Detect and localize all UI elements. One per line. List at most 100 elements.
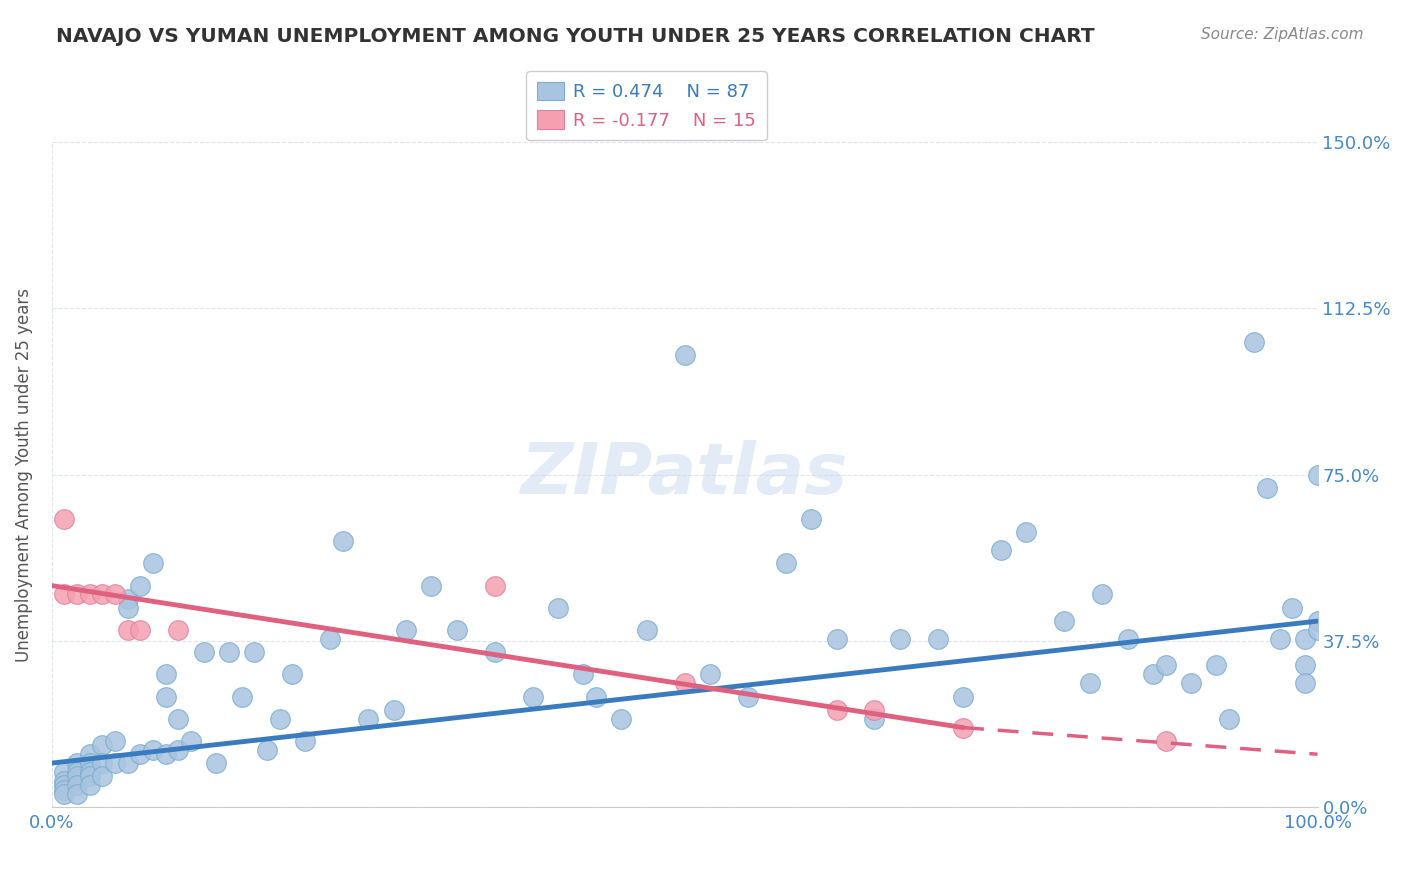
Navajo — [281, 667, 304, 681]
Navajo — [446, 623, 468, 637]
Navajo — [332, 534, 354, 549]
Navajo — [142, 557, 165, 571]
Navajo — [66, 787, 89, 801]
Navajo — [193, 645, 215, 659]
Yuman — [129, 623, 152, 637]
Yuman — [53, 512, 76, 526]
Navajo — [1180, 676, 1202, 690]
Navajo — [1306, 614, 1329, 628]
Navajo — [53, 764, 76, 779]
Navajo — [572, 667, 595, 681]
Navajo — [269, 712, 291, 726]
Navajo — [1256, 481, 1278, 495]
Navajo — [53, 782, 76, 797]
Navajo — [1281, 600, 1303, 615]
Navajo — [79, 769, 101, 783]
Yuman — [117, 623, 139, 637]
Navajo — [1053, 614, 1076, 628]
Navajo — [484, 645, 506, 659]
Yuman — [952, 721, 974, 735]
Navajo — [104, 756, 127, 770]
Navajo — [117, 756, 139, 770]
Navajo — [1243, 334, 1265, 349]
Navajo — [636, 623, 658, 637]
Navajo — [91, 739, 114, 753]
Navajo — [231, 690, 253, 704]
Navajo — [79, 764, 101, 779]
Navajo — [1306, 467, 1329, 482]
Navajo — [66, 769, 89, 783]
Navajo — [129, 579, 152, 593]
Legend: R = 0.474    N = 87, R = -0.177    N = 15: R = 0.474 N = 87, R = -0.177 N = 15 — [526, 71, 766, 140]
Yuman — [91, 587, 114, 601]
Navajo — [243, 645, 266, 659]
Navajo — [1078, 676, 1101, 690]
Navajo — [294, 734, 316, 748]
Navajo — [825, 632, 848, 646]
Yuman — [825, 703, 848, 717]
Navajo — [1294, 676, 1316, 690]
Navajo — [1294, 658, 1316, 673]
Navajo — [1154, 658, 1177, 673]
Navajo — [800, 512, 823, 526]
Navajo — [104, 734, 127, 748]
Navajo — [585, 690, 607, 704]
Navajo — [180, 734, 202, 748]
Yuman — [1154, 734, 1177, 748]
Yuman — [673, 676, 696, 690]
Navajo — [79, 747, 101, 762]
Navajo — [522, 690, 544, 704]
Navajo — [79, 756, 101, 770]
Navajo — [117, 591, 139, 606]
Y-axis label: Unemployment Among Youth under 25 years: Unemployment Among Youth under 25 years — [15, 288, 32, 662]
Navajo — [1091, 587, 1114, 601]
Navajo — [142, 743, 165, 757]
Navajo — [610, 712, 633, 726]
Navajo — [155, 747, 177, 762]
Text: ZIPatlas: ZIPatlas — [522, 440, 848, 509]
Navajo — [863, 712, 886, 726]
Text: Source: ZipAtlas.com: Source: ZipAtlas.com — [1201, 27, 1364, 42]
Navajo — [91, 756, 114, 770]
Navajo — [53, 787, 76, 801]
Navajo — [1268, 632, 1291, 646]
Navajo — [382, 703, 405, 717]
Yuman — [79, 587, 101, 601]
Navajo — [699, 667, 721, 681]
Navajo — [129, 747, 152, 762]
Navajo — [319, 632, 342, 646]
Navajo — [775, 557, 797, 571]
Navajo — [53, 773, 76, 788]
Navajo — [256, 743, 278, 757]
Navajo — [155, 690, 177, 704]
Navajo — [1015, 525, 1038, 540]
Yuman — [484, 579, 506, 593]
Yuman — [863, 703, 886, 717]
Navajo — [673, 348, 696, 362]
Yuman — [104, 587, 127, 601]
Navajo — [1218, 712, 1240, 726]
Navajo — [357, 712, 380, 726]
Navajo — [167, 743, 190, 757]
Navajo — [1142, 667, 1164, 681]
Yuman — [53, 587, 76, 601]
Navajo — [889, 632, 911, 646]
Navajo — [218, 645, 240, 659]
Navajo — [395, 623, 418, 637]
Navajo — [1116, 632, 1139, 646]
Navajo — [1294, 632, 1316, 646]
Navajo — [952, 690, 974, 704]
Navajo — [53, 778, 76, 792]
Navajo — [66, 778, 89, 792]
Yuman — [167, 623, 190, 637]
Navajo — [547, 600, 569, 615]
Navajo — [66, 764, 89, 779]
Navajo — [79, 778, 101, 792]
Navajo — [117, 600, 139, 615]
Navajo — [1306, 623, 1329, 637]
Navajo — [990, 543, 1012, 558]
Navajo — [155, 667, 177, 681]
Navajo — [1205, 658, 1227, 673]
Yuman — [66, 587, 89, 601]
Navajo — [66, 756, 89, 770]
